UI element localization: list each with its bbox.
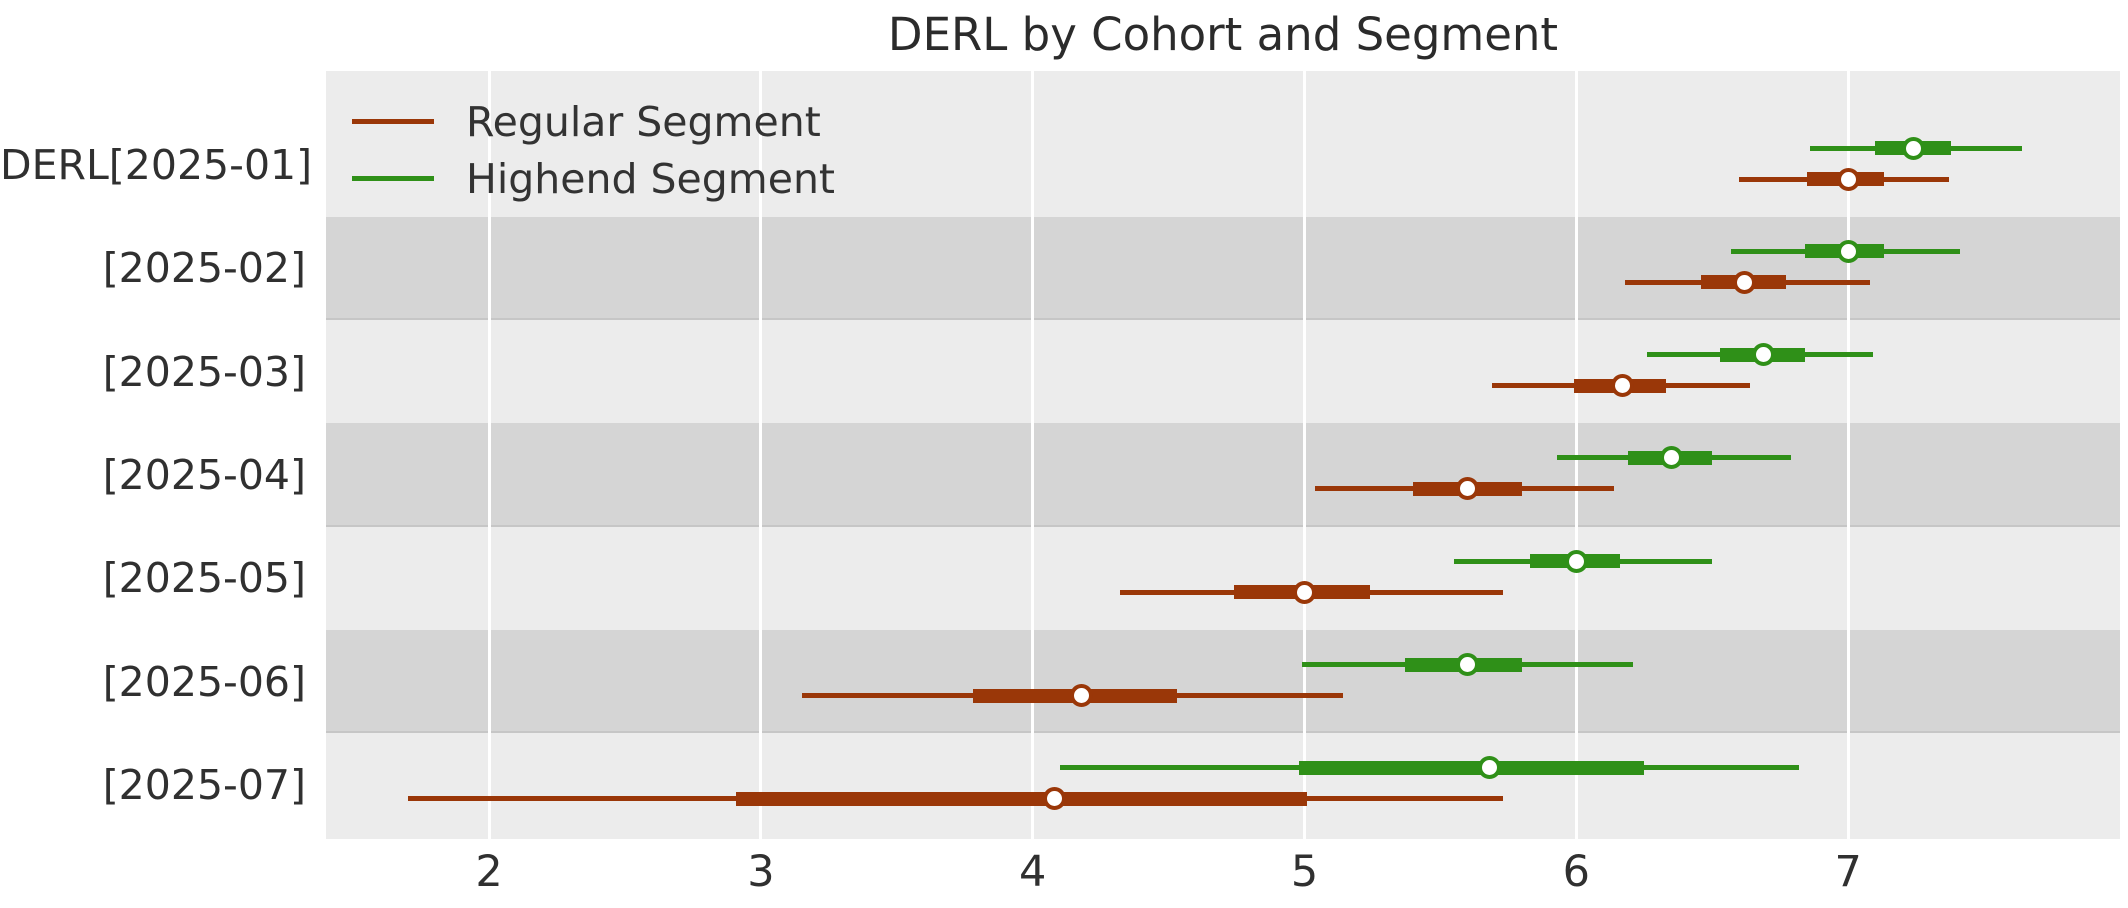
legend-label-highend: Highend Segment xyxy=(466,154,835,203)
median-marker xyxy=(1042,787,1066,811)
legend-label-regular: Regular Segment xyxy=(466,97,821,146)
median-marker xyxy=(1293,580,1317,604)
legend-item-regular: Regular Segment xyxy=(352,93,835,150)
y-tick-label: [2025-06] xyxy=(102,657,306,706)
highend-segment-line-swatch xyxy=(352,176,434,181)
row-band-dark xyxy=(326,423,2120,527)
median-marker xyxy=(1660,446,1683,470)
x-tick-label: 5 xyxy=(1290,847,1319,897)
gridline-x-2 xyxy=(487,71,491,839)
interval-inner xyxy=(736,791,1308,806)
gridline-x-3 xyxy=(759,71,763,839)
gridline-x-7 xyxy=(1846,71,1850,839)
median-marker xyxy=(1456,477,1480,501)
median-marker xyxy=(1456,653,1480,677)
median-marker xyxy=(1836,167,1860,191)
y-tick-label: [2025-04] xyxy=(102,450,306,499)
y-tick-label: [2025-05] xyxy=(102,554,306,603)
median-marker xyxy=(1611,374,1635,398)
x-tick-label: 3 xyxy=(747,847,775,897)
median-marker xyxy=(1070,684,1094,708)
y-tick-label: [2025-07] xyxy=(102,760,306,809)
interval-inner xyxy=(1299,760,1645,775)
x-tick-label: 6 xyxy=(1562,847,1591,897)
median-marker xyxy=(1901,136,1925,160)
gridline-x-5 xyxy=(1303,71,1307,839)
legend: Regular Segment Highend Segment xyxy=(352,93,835,207)
x-tick-label: 7 xyxy=(1834,847,1862,897)
chart-title: DERL by Cohort and Segment xyxy=(887,8,1559,61)
x-tick-label: 4 xyxy=(1019,847,1047,897)
y-tick-label: [2025-03] xyxy=(102,347,306,396)
median-marker xyxy=(1733,270,1757,294)
median-marker xyxy=(1836,239,1860,263)
median-marker xyxy=(1564,549,1588,573)
plot-area: Regular Segment Highend Segment xyxy=(326,71,2120,839)
y-tick-label: [2025-02] xyxy=(102,244,306,293)
gridline-x-6 xyxy=(1574,71,1578,839)
row-band-dark xyxy=(326,629,2120,734)
median-marker xyxy=(1752,343,1776,367)
row-band-dark xyxy=(326,216,2120,320)
legend-item-highend: Highend Segment xyxy=(352,150,835,207)
median-marker xyxy=(1477,756,1501,780)
gridline-x-4 xyxy=(1031,71,1035,839)
regular-segment-line-swatch xyxy=(352,119,434,124)
y-tick-label: DERL[2025-01] xyxy=(0,141,313,189)
x-tick-label: 2 xyxy=(475,847,503,897)
